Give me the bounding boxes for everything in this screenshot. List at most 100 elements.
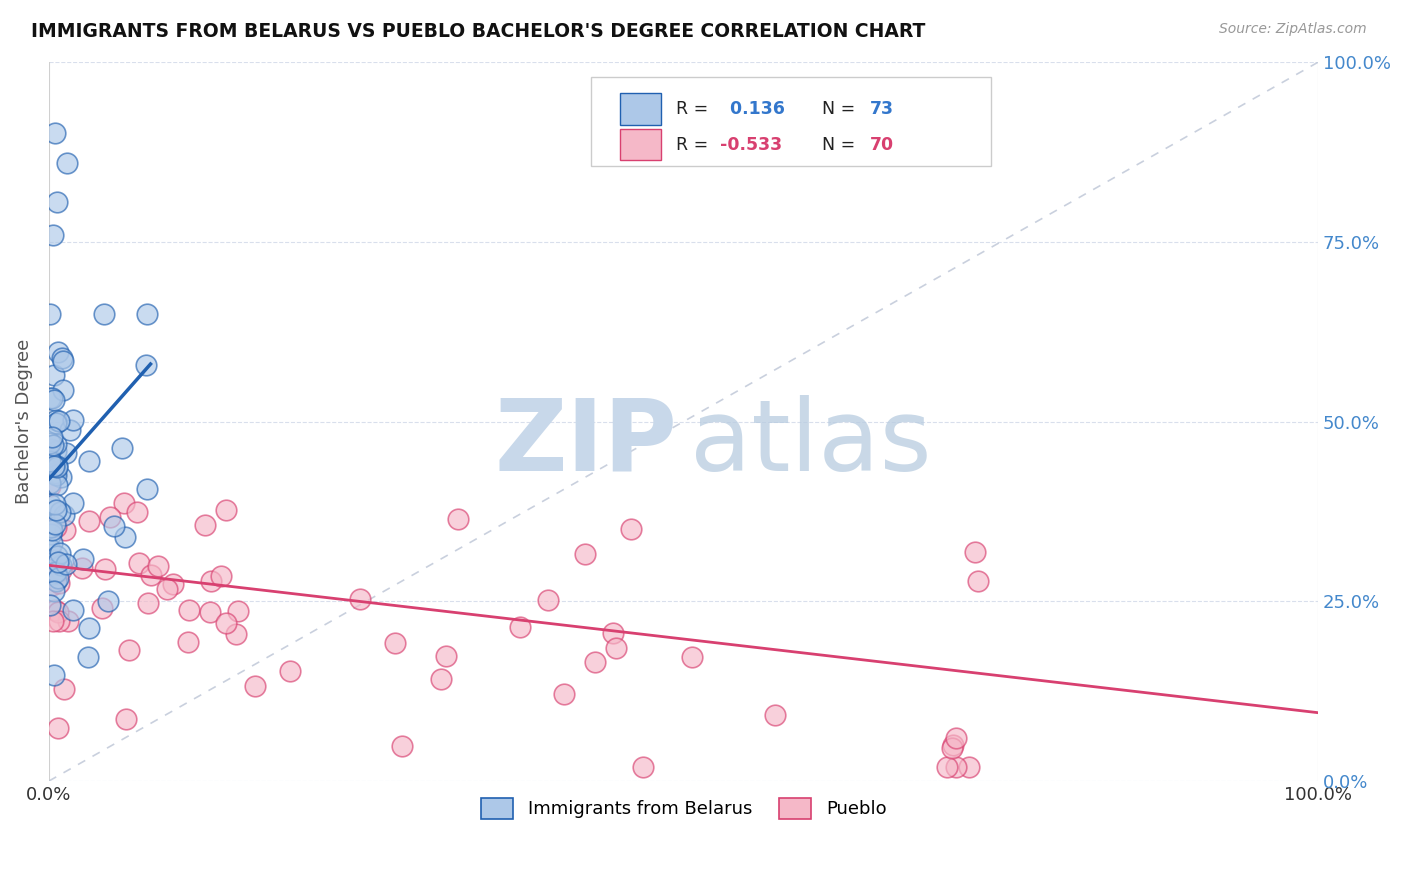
Point — [45, 436, 67, 450]
Point — [41, 564, 63, 578]
Point — [46, 555, 69, 569]
Text: R =: R = — [676, 100, 714, 118]
Point — [45, 574, 67, 588]
Point — [42, 614, 65, 628]
Point — [103, 519, 125, 533]
Point — [45, 444, 67, 458]
Point — [77, 515, 100, 529]
Point — [55, 557, 77, 571]
Point — [215, 615, 238, 630]
Point — [45, 503, 67, 517]
Point — [53, 681, 76, 696]
Point — [39, 391, 62, 405]
Point — [200, 574, 222, 588]
Point — [42, 584, 65, 599]
Y-axis label: Bachelor's Degree: Bachelor's Degree — [15, 339, 32, 504]
Point — [97, 594, 120, 608]
Point — [53, 508, 76, 523]
Point — [391, 739, 413, 753]
Point — [128, 557, 150, 571]
Point — [39, 497, 62, 511]
Point — [44, 459, 66, 474]
Text: N =: N = — [823, 136, 860, 153]
Point — [72, 551, 94, 566]
Point — [446, 512, 468, 526]
Point — [957, 759, 980, 773]
Point — [49, 563, 72, 577]
Point — [53, 523, 76, 537]
Point — [39, 452, 62, 467]
Point — [52, 383, 75, 397]
Point — [41, 567, 63, 582]
Point — [156, 582, 179, 597]
Point — [935, 759, 957, 773]
Point — [45, 566, 67, 580]
Point — [39, 527, 62, 541]
Point — [44, 517, 66, 532]
Point — [135, 359, 157, 373]
Point — [91, 600, 114, 615]
Point — [429, 672, 451, 686]
Point — [605, 640, 627, 655]
FancyBboxPatch shape — [620, 128, 661, 161]
Point — [77, 621, 100, 635]
Point — [42, 553, 65, 567]
Point — [45, 468, 67, 483]
Text: IMMIGRANTS FROM BELARUS VS PUEBLO BACHELOR'S DEGREE CORRELATION CHART: IMMIGRANTS FROM BELARUS VS PUEBLO BACHEL… — [31, 22, 925, 41]
Point — [114, 530, 136, 544]
Point — [52, 354, 75, 368]
Point — [537, 593, 560, 607]
Point — [146, 559, 169, 574]
Point — [41, 524, 63, 538]
Point — [39, 475, 62, 490]
Text: 73: 73 — [870, 100, 894, 118]
Point — [967, 574, 990, 588]
Point — [76, 650, 98, 665]
Point — [42, 368, 65, 382]
Point — [941, 741, 963, 756]
Point — [42, 560, 65, 574]
Point — [209, 569, 232, 583]
Point — [49, 505, 72, 519]
Point — [139, 567, 162, 582]
Point — [384, 636, 406, 650]
Point — [39, 520, 62, 534]
Point — [763, 708, 786, 723]
Point — [46, 345, 69, 359]
Point — [39, 599, 62, 613]
Point — [41, 536, 63, 550]
Point — [349, 591, 371, 606]
Point — [41, 578, 63, 592]
Point — [39, 454, 62, 468]
Text: R =: R = — [676, 136, 714, 153]
Point — [100, 510, 122, 524]
Point — [633, 759, 655, 773]
Point — [135, 307, 157, 321]
Point — [553, 687, 575, 701]
Point — [48, 575, 70, 590]
Point — [62, 496, 84, 510]
Point — [48, 605, 70, 619]
Point — [39, 307, 62, 321]
Point — [194, 518, 217, 533]
Point — [112, 496, 135, 510]
Point — [574, 547, 596, 561]
Point — [177, 634, 200, 648]
Point — [42, 227, 65, 242]
Point — [51, 558, 73, 572]
FancyBboxPatch shape — [620, 94, 661, 125]
Point — [111, 441, 134, 455]
Point — [681, 650, 703, 665]
Point — [41, 430, 63, 444]
Point — [56, 615, 79, 629]
Point — [602, 625, 624, 640]
Point — [46, 549, 69, 563]
Point — [55, 446, 77, 460]
Point — [225, 627, 247, 641]
Text: 0.136: 0.136 — [724, 100, 792, 118]
Point — [44, 602, 66, 616]
Point — [44, 467, 66, 481]
Text: ZIP: ZIP — [495, 394, 678, 491]
Point — [42, 560, 65, 574]
Point — [177, 603, 200, 617]
